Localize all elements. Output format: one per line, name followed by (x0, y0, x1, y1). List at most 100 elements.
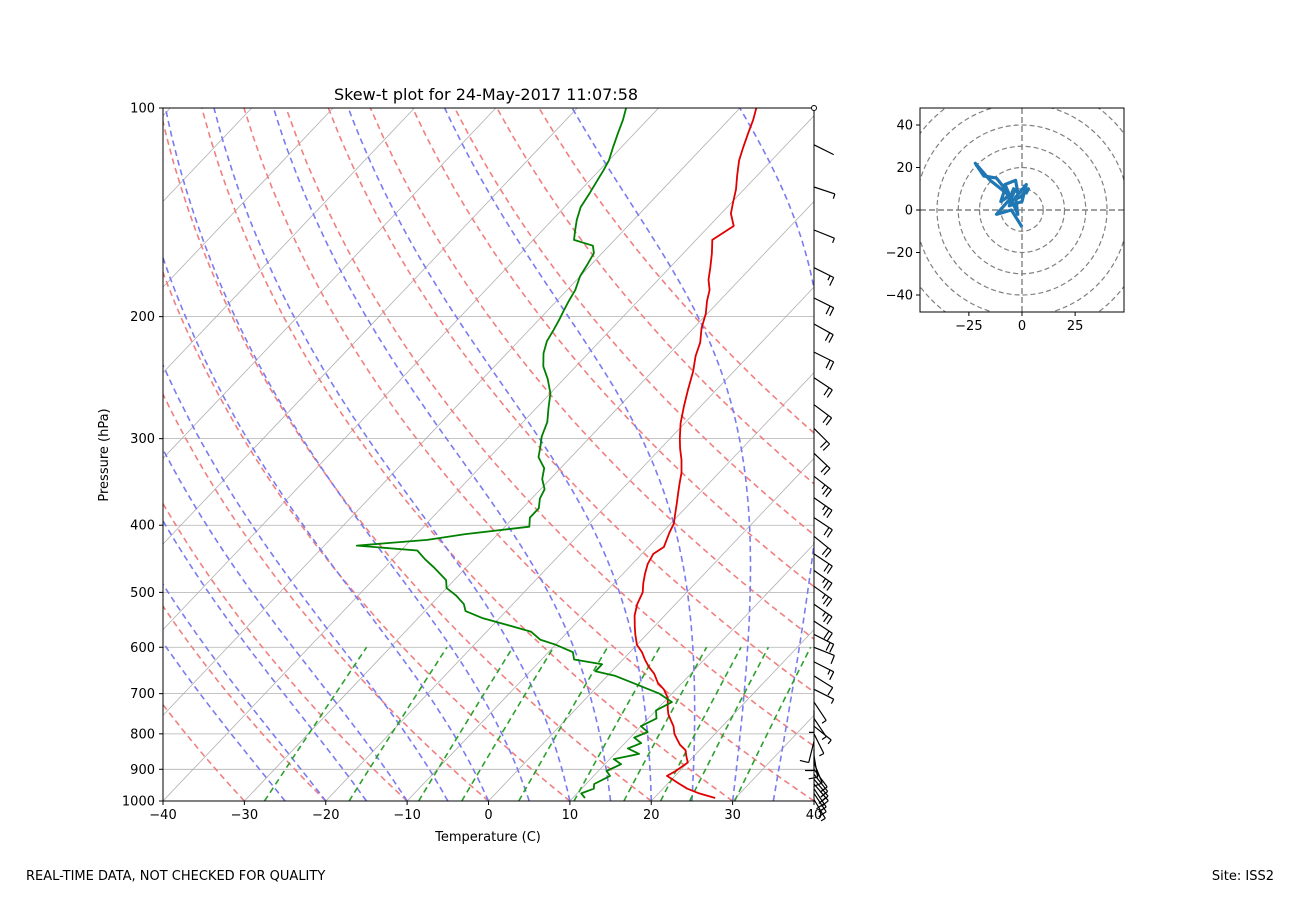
isotherm-line (163, 108, 415, 374)
hodograph-x-tick-label: −25 (955, 319, 982, 334)
dry-adiabat (163, 118, 652, 801)
x-tick-label: −30 (231, 808, 258, 823)
mixing-ratio-line (348, 646, 448, 801)
wind-barb (813, 497, 833, 519)
y-tick-label: 800 (130, 727, 155, 742)
wind-barb (813, 688, 835, 704)
y-tick-label: 700 (130, 687, 155, 702)
moist-adiabat (163, 447, 408, 801)
mixing-ratio-line (733, 646, 812, 801)
y-tick-label: 100 (130, 102, 155, 117)
quality-disclaimer: REAL-TIME DATA, NOT CHECKED FOR QUALITY (26, 869, 326, 884)
x-tick-label: 10 (562, 808, 579, 823)
x-tick-label: 40 (806, 808, 823, 823)
wind-barb (813, 323, 834, 343)
dry-adiabat (163, 270, 571, 801)
isotherm-line (406, 372, 814, 801)
hodograph-y-tick-label: −20 (886, 246, 913, 261)
isotherm-line (163, 108, 741, 716)
moist-adiabat (272, 108, 612, 801)
hodograph-panel: −25 0 25 −40 −20 0 20 40 (886, 107, 1125, 334)
wind-barb (813, 351, 835, 371)
wind-barb (813, 517, 833, 538)
moist-adiabat (163, 582, 327, 801)
isotherm-line (163, 108, 497, 459)
hodograph-trace (973, 161, 1030, 228)
wind-barb (813, 603, 833, 625)
dry-adiabat (538, 108, 814, 435)
wind-barb (799, 741, 815, 764)
barb-axis-cap (811, 105, 817, 111)
wind-barb (813, 799, 826, 822)
site-label: Site: ISS2 (1211, 869, 1274, 884)
isotherm-line (163, 108, 659, 631)
wind-barb (813, 186, 836, 199)
wind-barb (813, 718, 827, 740)
moist-adiabat (347, 108, 653, 801)
mixing-ratio-line (518, 646, 609, 801)
x-tick-label: 30 (724, 808, 741, 823)
moist-adiabat (163, 641, 286, 801)
mixing-ratio-line (573, 646, 661, 801)
mixing-ratio-line (688, 646, 770, 801)
wind-barb (813, 144, 834, 156)
dry-adiabat (369, 108, 814, 641)
wind-barb (813, 535, 832, 558)
dry-adiabat (285, 108, 814, 748)
mixing-ratio-line (623, 646, 708, 801)
y-axis-label: Pressure (hPa) (97, 408, 112, 501)
hodograph-x-tick-label: 0 (1018, 319, 1026, 334)
mixing-ratio-line (418, 646, 514, 801)
isotherm-line (244, 200, 814, 801)
wind-barb (813, 297, 835, 317)
isotherm-line (163, 108, 334, 288)
dewpoint-profile (355, 108, 673, 799)
y-tick-label: 300 (130, 432, 155, 447)
y-tick-label: 900 (130, 763, 155, 778)
isotherm-line (488, 457, 814, 801)
wind-barb (813, 229, 835, 244)
y-tick-label: 400 (130, 519, 155, 534)
wind-barb (813, 620, 833, 642)
y-tick-label: 600 (130, 641, 155, 656)
dry-adiabat (163, 392, 490, 801)
x-tick-label: −10 (393, 808, 420, 823)
skewt-plot-area (163, 108, 814, 801)
moist-adiabat (739, 108, 814, 801)
wind-barbs (799, 108, 836, 822)
moist-adiabat (163, 363, 449, 801)
y-tick-label: 1000 (122, 795, 155, 810)
dry-adiabat (163, 502, 408, 801)
dry-adiabat (496, 108, 814, 485)
wind-barb (813, 633, 835, 653)
moist-adiabat (443, 108, 696, 801)
x-tick-label: 0 (484, 808, 492, 823)
x-tick-label: −20 (312, 808, 339, 823)
dry-adiabat (327, 108, 814, 694)
wind-barb (809, 710, 815, 733)
dry-adiabat (243, 108, 814, 801)
mixing-ratio-line (461, 646, 555, 801)
mixing-ratio-line (263, 646, 368, 801)
hodograph-y-tick-label: 20 (896, 161, 913, 176)
wind-barb (813, 701, 827, 724)
wind-barb (813, 427, 831, 451)
dry-adiabat (201, 108, 734, 801)
isotherm-line (569, 543, 814, 801)
x-tick-label: −40 (149, 808, 176, 823)
isotherm-line (0, 108, 8, 801)
hodograph-y-tick-label: −40 (886, 289, 913, 304)
wind-barb (805, 748, 815, 772)
wind-barb (813, 267, 835, 286)
isotherm-line (163, 115, 814, 801)
chart-title: Skew-t plot for 24-May-2017 11:07:58 (334, 85, 638, 104)
hodograph-x-tick-label: 25 (1067, 319, 1084, 334)
isotherm-line (650, 629, 814, 801)
wind-barb (813, 475, 832, 498)
wind-barb (813, 661, 835, 681)
wind-barb (813, 404, 833, 426)
wind-barb (813, 675, 834, 696)
hodograph-ring (936, 124, 1108, 296)
x-axis-label: Temperature (C) (434, 830, 541, 845)
